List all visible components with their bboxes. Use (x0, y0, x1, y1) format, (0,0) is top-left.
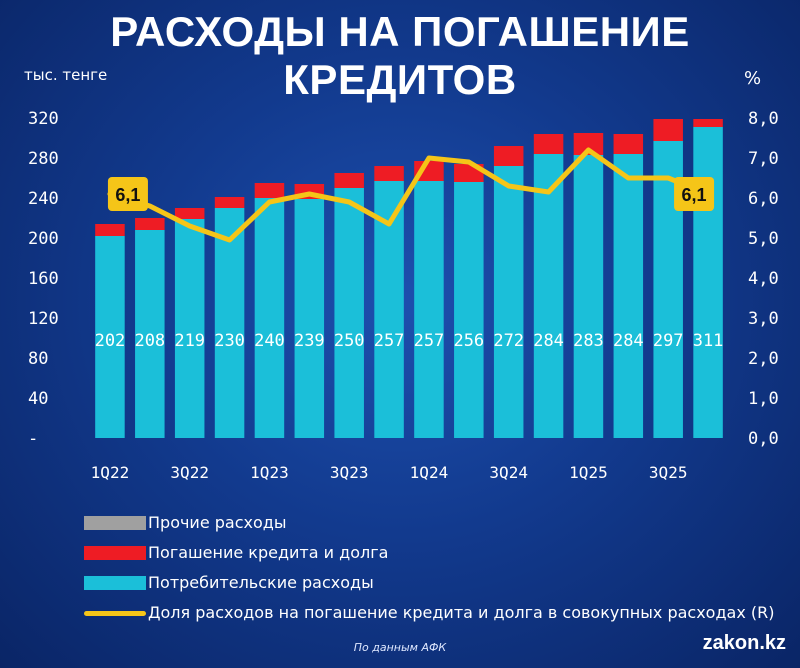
left-tick-label: 280 (28, 149, 59, 169)
x-tick-label: 3Q24 (489, 463, 528, 482)
legend-swatch-other (84, 516, 146, 530)
brand-logo: zakon.kz (702, 632, 786, 654)
legend-label-credit: Погашение кредита и долга (148, 543, 389, 562)
bar-credit (573, 133, 604, 155)
callout-label: 6,1 (115, 185, 140, 205)
bar-credit (693, 119, 723, 127)
bar-consumer (214, 208, 245, 438)
bar-value-label: 272 (493, 331, 524, 351)
bars (95, 119, 723, 438)
bar-consumer (693, 127, 723, 438)
bar-credit (334, 173, 364, 188)
legend-swatch-share (84, 611, 146, 616)
bar-consumer (254, 198, 285, 438)
bar-credit (533, 134, 564, 154)
left-tick-label: 40 (28, 389, 48, 409)
x-tick-label: 3Q22 (170, 463, 209, 482)
right-tick-label: 0,0 (748, 429, 779, 449)
bar-consumer (174, 219, 205, 438)
share-line-layer (107, 147, 711, 243)
bar-value-label: 219 (174, 331, 205, 351)
bar-value-label: 284 (533, 331, 564, 351)
x-tick-label: 3Q23 (330, 463, 369, 482)
left-tick-label: 320 (28, 109, 59, 129)
bar-value-label: 239 (294, 331, 325, 351)
callout-label: 6,1 (682, 185, 707, 205)
x-tick-label: 1Q22 (91, 463, 130, 482)
right-tick-label: 1,0 (748, 389, 779, 409)
right-tick-label: 6,0 (748, 189, 779, 209)
bar-value-label: 311 (693, 331, 724, 351)
bar-value-label: 297 (653, 331, 684, 351)
x-tick-label: 1Q23 (250, 463, 289, 482)
right-tick-label: 4,0 (748, 269, 779, 289)
bar-value-label: 240 (254, 331, 285, 351)
callout-box (107, 177, 148, 211)
bar-consumer (334, 188, 364, 438)
bar-value-label: 257 (414, 331, 445, 351)
bar-value-label: 230 (214, 331, 245, 351)
bar-credit (493, 146, 524, 166)
chart-title: РАСХОДЫ НА ПОГАШЕНИЕ КРЕДИТОВ (110, 8, 690, 103)
bar-credit (613, 134, 644, 154)
bar-credit (135, 218, 165, 230)
left-tick-label: 120 (28, 309, 59, 329)
legend-swatch-credit (84, 546, 146, 560)
bar-credit (174, 208, 205, 219)
share-line (107, 147, 711, 243)
bar-consumer (533, 154, 564, 438)
right-tick-label: 7,0 (748, 149, 779, 169)
x-tick-label: 1Q24 (410, 463, 449, 482)
bar-value-labels: 202 208 219 230 240 239 250 257 257 256 272 284 283 2… (95, 331, 724, 351)
bar-value-label: 256 (453, 331, 484, 351)
bar-consumer (294, 199, 325, 438)
bar-value-label: 208 (134, 331, 165, 351)
bar-value-label: 284 (613, 331, 644, 351)
bar-credit (214, 197, 245, 208)
right-tick-label: 5,0 (748, 229, 779, 249)
legend-label-share: Доля расходов на погашение кредита и дол… (148, 603, 775, 622)
left-axis-unit: тыс. тенге (24, 66, 107, 84)
source-note: По данным АФК (353, 641, 447, 654)
legend-label-consumer: Потребительские расходы (148, 573, 374, 592)
x-tick-label: 1Q25 (569, 463, 608, 482)
bar-credit (95, 224, 125, 236)
right-tick-label: 2,0 (748, 349, 779, 369)
bar-consumer (573, 155, 604, 438)
axes: тыс. тенге % - 40 80 120 160 200 240 280 320 0,0 1,0… (24, 66, 779, 482)
right-tick-label: 3,0 (748, 309, 779, 329)
legend-swatch-consumer (84, 576, 146, 590)
x-tick-label: 3Q25 (649, 463, 688, 482)
bar-consumer (414, 181, 444, 438)
callout-box (674, 177, 715, 211)
callouts: 6,1 6,1 (107, 177, 715, 211)
left-tick-label: 80 (28, 349, 48, 369)
right-tick-label: 8,0 (748, 109, 779, 129)
bar-consumer (613, 154, 644, 438)
right-axis-unit: % (744, 68, 761, 89)
bar-value-label: 257 (374, 331, 405, 351)
bar-consumer (454, 182, 484, 438)
left-tick-label: 200 (28, 229, 59, 249)
bar-consumer (135, 230, 165, 438)
left-tick-label: 240 (28, 189, 59, 209)
bar-consumer (493, 166, 524, 438)
bar-credit (374, 166, 404, 181)
legend-label-other: Прочие расходы (148, 513, 287, 532)
bar-consumer (95, 236, 125, 438)
left-tick-label: - (28, 429, 38, 449)
bar-value-label: 250 (334, 331, 365, 351)
bar-value-label: 202 (95, 331, 126, 351)
left-tick-label: 160 (28, 269, 59, 289)
bar-credit (254, 183, 285, 198)
bar-credit (653, 119, 683, 141)
bar-value-label: 283 (573, 331, 604, 351)
